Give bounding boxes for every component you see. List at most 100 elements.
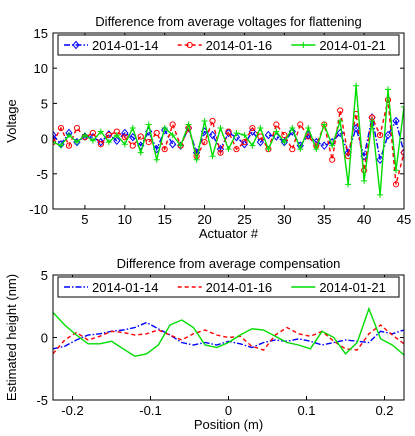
data-point [73, 124, 81, 132]
data-point [121, 134, 128, 141]
legend: 2014-01-14 2014-01-16 2014-01-21 [57, 34, 400, 56]
legend-label: 2014-01-16 [206, 38, 273, 53]
data-point [376, 131, 384, 139]
data-point [392, 116, 400, 126]
data-point [217, 125, 224, 132]
data-point [249, 124, 256, 132]
y-tick-label: 5 [41, 268, 48, 283]
legend-marker [186, 41, 193, 49]
data-point [401, 103, 404, 110]
data-point [169, 132, 176, 139]
chart-title: Difference from average voltages for fla… [95, 14, 361, 29]
y-tick-label: 0 [41, 132, 48, 147]
data-point [393, 167, 400, 174]
plot-area [53, 82, 404, 198]
data-point [313, 146, 320, 153]
series-line-2014-01-16 [53, 324, 404, 355]
x-axis-label: Position (m) [194, 417, 263, 432]
data-point [233, 146, 240, 153]
data-point [377, 191, 384, 198]
data-point [297, 146, 304, 153]
data-point [345, 181, 352, 188]
data-point [208, 130, 217, 140]
data-point [53, 130, 57, 140]
legend-marker [300, 42, 307, 48]
data-point [273, 128, 280, 135]
data-point [193, 156, 200, 163]
data-point [392, 181, 400, 188]
data-point [225, 146, 232, 153]
data-point [289, 125, 296, 132]
data-point [169, 121, 176, 128]
x-tick-label: 35 [317, 212, 331, 227]
data-point [57, 124, 65, 132]
y-axis-label: Voltage [4, 99, 19, 142]
y-axis-label: Estimated height (nm) [4, 274, 19, 401]
data-point [305, 125, 312, 132]
legend-marker [72, 40, 80, 50]
data-point [265, 146, 272, 153]
data-point [145, 139, 152, 146]
chart-1: Difference from average voltages for fla… [4, 14, 411, 241]
data-point [337, 118, 344, 124]
data-point [121, 141, 128, 148]
y-tick-label: -10 [29, 202, 48, 217]
data-point [129, 142, 136, 149]
data-point [65, 142, 73, 149]
legend-box [57, 276, 400, 298]
data-point [53, 139, 56, 146]
data-point [89, 137, 96, 144]
legend: 2014-01-14 2014-01-16 2014-01-21 [57, 276, 400, 298]
data-point [105, 131, 112, 139]
data-point [81, 132, 88, 139]
data-point [280, 137, 288, 147]
data-point [105, 139, 112, 146]
data-point [257, 125, 264, 132]
x-tick-label: 20 [197, 212, 211, 227]
data-point [209, 153, 216, 160]
data-point [353, 82, 360, 89]
axes-box [52, 32, 405, 210]
data-point [297, 121, 304, 128]
legend-label: 2014-01-21 [319, 280, 386, 295]
data-point [137, 133, 144, 140]
x-tick-label: 0.1 [297, 403, 315, 418]
data-point [289, 146, 296, 153]
data-point [264, 130, 273, 140]
data-point [161, 146, 168, 153]
y-tick-label: -5 [36, 393, 48, 408]
data-point [281, 131, 288, 139]
x-tick-label: 0 [225, 403, 232, 418]
y-tick-label: 0 [41, 331, 48, 346]
x-tick-label: 30 [277, 212, 291, 227]
data-point [201, 139, 208, 146]
legend-label: 2014-01-16 [206, 280, 273, 295]
data-point [233, 129, 240, 136]
x-tick-label: -0.2 [61, 403, 83, 418]
data-point [97, 128, 104, 135]
data-point [273, 121, 280, 128]
x-tick-label: 40 [357, 212, 371, 227]
x-tick-label: 45 [397, 212, 411, 227]
x-tick-label: 15 [157, 212, 171, 227]
data-point [224, 128, 233, 138]
chart-title: Difference from average compensation [117, 256, 341, 271]
y-tick-label: 10 [34, 61, 48, 76]
data-point [97, 141, 104, 148]
data-point [385, 86, 392, 93]
data-point [153, 156, 160, 163]
x-tick-label: 5 [81, 212, 88, 227]
data-point [376, 155, 384, 164]
data-point [89, 129, 96, 137]
data-point [225, 128, 232, 135]
data-point [169, 139, 177, 149]
data-point [65, 132, 72, 139]
data-point [329, 142, 336, 149]
data-point [113, 136, 121, 145]
x-tick-label: 25 [237, 212, 251, 227]
y-tick-label: 15 [34, 26, 48, 41]
data-point [384, 130, 392, 140]
data-point [201, 118, 208, 124]
data-point [329, 156, 336, 163]
